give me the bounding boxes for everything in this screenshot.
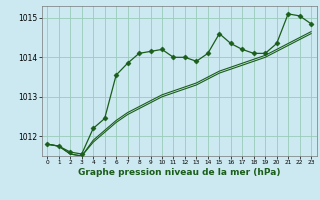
X-axis label: Graphe pression niveau de la mer (hPa): Graphe pression niveau de la mer (hPa) <box>78 168 280 177</box>
